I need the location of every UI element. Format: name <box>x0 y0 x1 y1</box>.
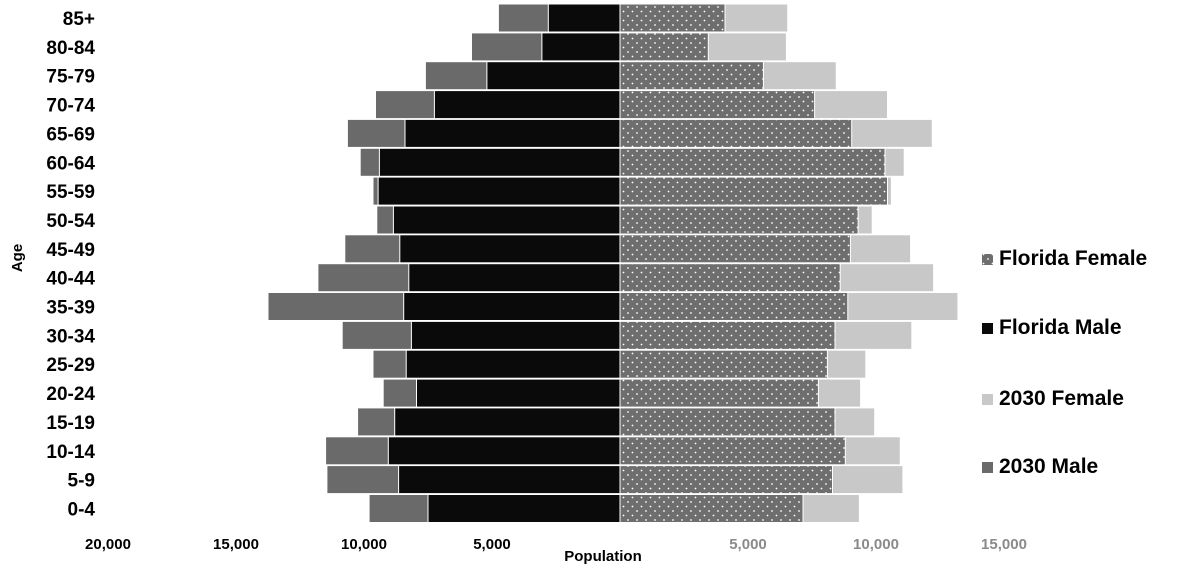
bar-florida-female-15-19 <box>619 407 836 437</box>
age-label-0-4: 0-4 <box>68 500 96 521</box>
x-tick-labels: 20,000 15,000 10,000 5,000 5,000 10,000 15,000 <box>85 536 1027 553</box>
x-tick-female-10-000: 10,000 <box>853 536 899 553</box>
age-group-labels: 85+ 80-84 75-79 70-74 65-69 60-64 55-59 50-54 45… <box>46 9 95 521</box>
bar-florida-male-75-79 <box>486 61 621 91</box>
legend-swatch-florida-male <box>982 323 993 334</box>
x-tick-male-20-000: 20,000 <box>85 536 131 553</box>
x-tick-female-5-000: 5,000 <box>729 536 767 553</box>
x-axis-label: Population <box>564 548 642 565</box>
bar-florida-female-25-29 <box>619 349 828 379</box>
bar-florida-male-25-29 <box>405 349 621 379</box>
bar-florida-female-5-9 <box>619 465 833 495</box>
y-axis-label: Age <box>9 244 26 272</box>
legend-label-2030-female: 2030 Female <box>999 387 1124 410</box>
x-tick-male-5-000: 5,000 <box>473 536 511 553</box>
age-label-10-14: 10-14 <box>46 442 95 463</box>
bar-florida-male-40-44 <box>408 263 621 293</box>
age-label-65-69: 65-69 <box>46 124 95 145</box>
legend-label-florida-male: Florida Male <box>999 316 1122 339</box>
age-label-5-9: 5-9 <box>68 471 95 492</box>
bars-layer <box>267 3 959 523</box>
bar-florida-male-35-39 <box>403 292 621 321</box>
age-label-85-: 85+ <box>63 9 95 30</box>
bar-florida-male-5-9 <box>398 465 621 495</box>
bar-florida-female-35-39 <box>619 292 849 321</box>
bar-florida-female-45-49 <box>619 234 851 264</box>
bar-florida-female-70-74 <box>619 90 816 120</box>
bar-florida-male-60-64 <box>378 147 621 177</box>
legend-swatch-2030-male <box>982 462 993 473</box>
legend-swatch-2030-female <box>982 394 993 405</box>
bar-florida-male-10-14 <box>387 436 621 466</box>
bar-florida-male-65-69 <box>404 118 621 148</box>
age-label-35-39: 35-39 <box>46 298 95 319</box>
x-tick-male-10-000: 10,000 <box>341 536 387 553</box>
bar-florida-male-15-19 <box>394 407 621 437</box>
legend: Florida Female Florida Male 2030 Female 203… <box>982 247 1147 478</box>
bar-florida-male-20-24 <box>416 378 621 408</box>
bar-florida-male-0-4 <box>427 494 621 523</box>
age-label-75-79: 75-79 <box>46 67 95 88</box>
age-label-80-84: 80-84 <box>46 38 95 59</box>
legend-label-2030-male: 2030 Male <box>999 455 1098 478</box>
bar-florida-male-85- <box>547 3 621 33</box>
age-label-45-49: 45-49 <box>46 240 95 261</box>
bar-florida-female-65-69 <box>619 118 853 148</box>
bar-florida-female-75-79 <box>619 61 764 91</box>
age-label-30-34: 30-34 <box>46 326 95 347</box>
bar-florida-female-85- <box>619 3 726 33</box>
age-label-55-59: 55-59 <box>46 182 95 203</box>
bar-florida-female-40-44 <box>619 263 841 293</box>
age-label-60-64: 60-64 <box>46 153 95 174</box>
x-tick-female-15-000: 15,000 <box>981 536 1027 553</box>
bar-florida-female-10-14 <box>619 436 846 466</box>
legend-swatch-florida-female <box>982 254 993 265</box>
bar-florida-female-0-4 <box>619 494 804 523</box>
bar-florida-male-50-54 <box>392 205 621 235</box>
legend-label-florida-female: Florida Female <box>999 247 1147 270</box>
bar-florida-male-45-49 <box>399 234 621 264</box>
age-label-25-29: 25-29 <box>46 355 95 376</box>
age-label-70-74: 70-74 <box>46 96 95 117</box>
bar-florida-male-70-74 <box>433 90 621 120</box>
bar-florida-female-30-34 <box>619 320 836 350</box>
age-label-20-24: 20-24 <box>46 384 95 405</box>
x-tick-male-15-000: 15,000 <box>213 536 259 553</box>
bar-florida-male-80-84 <box>541 32 621 62</box>
bar-florida-female-80-84 <box>619 32 709 62</box>
bar-florida-female-60-64 <box>619 147 886 177</box>
bar-florida-female-55-59 <box>619 176 888 206</box>
age-label-40-44: 40-44 <box>46 269 95 290</box>
age-label-50-54: 50-54 <box>46 211 95 232</box>
bar-florida-female-20-24 <box>619 378 819 408</box>
bar-florida-male-55-59 <box>377 176 621 206</box>
bar-florida-male-30-34 <box>410 320 621 350</box>
age-label-15-19: 15-19 <box>46 413 95 434</box>
bar-florida-female-50-54 <box>619 205 859 235</box>
